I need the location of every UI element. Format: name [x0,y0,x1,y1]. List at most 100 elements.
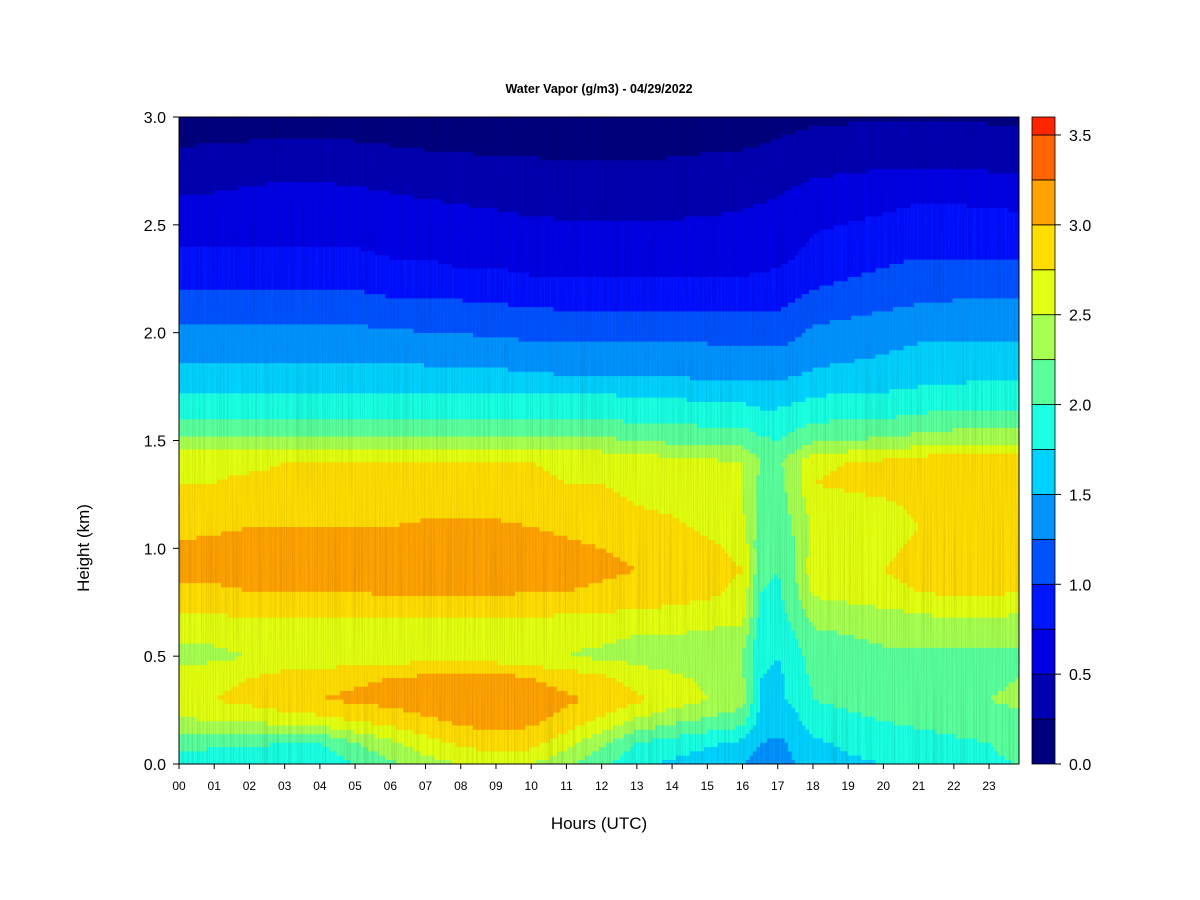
heatmap-cell [742,655,754,661]
heatmap-cell [749,427,796,433]
heatmap-cell [536,759,579,764]
heatmap-cell [917,340,1019,346]
heatmap-cell [795,254,1019,260]
heatmap-cell [473,151,701,157]
heatmap-cell [781,668,806,674]
heatmap-cell [802,483,824,489]
heatmap-cell [882,457,1019,463]
heatmap-cell [564,479,743,484]
heatmap-cell [753,673,764,679]
heatmap-cell [613,737,652,743]
heatmap-cell [966,379,1019,385]
heatmap-cell [1008,681,1019,687]
colorbar-band [1031,673,1056,720]
heatmap-cell [840,746,995,752]
heatmap-cell [756,483,785,489]
heatmap-cell [252,703,379,709]
heatmap-cell [795,129,1019,135]
heatmap-cell [753,591,761,597]
heatmap-cell [179,397,687,402]
heatmap-cell [616,608,747,614]
heatmap [179,117,1019,764]
heatmap-cell [179,733,330,739]
x-tick-label: 17 [771,779,785,793]
heatmap-cell [277,707,404,713]
x-tick-label: 07 [419,779,433,793]
heatmap-cell [742,207,897,213]
heatmap-cell [438,716,547,722]
heatmap-cell [389,142,761,148]
heatmap-cell [795,578,810,584]
heatmap-cell [893,720,1019,726]
heatmap-cell [224,699,344,704]
heatmap-cell [977,737,1019,743]
heatmap-cell [805,500,897,506]
heatmap-cell [179,246,362,252]
heatmap-cell [791,750,848,756]
heatmap-cell [742,491,757,497]
heatmap-cell [410,660,498,666]
heatmap-cell [179,720,267,726]
heatmap-cell [557,474,743,480]
heatmap-cell [805,422,1019,428]
heatmap-cell [935,729,1019,735]
heatmap-cell [760,690,785,696]
heatmap-cell [791,526,810,532]
heatmap-cell [781,582,799,588]
heatmap-cell [413,729,568,735]
heatmap-cell [497,207,743,213]
heatmap-cell [781,263,890,269]
heatmap-cell [753,668,768,674]
heatmap-cell [742,569,750,575]
heatmap-cell [371,591,516,597]
heatmap-cell [179,207,498,213]
heatmap-cell [809,526,918,532]
heatmap-cell [179,673,260,679]
heatmap-cell [508,267,771,273]
heatmap-cell [753,608,761,614]
heatmap-cell [336,664,544,670]
heatmap-cell [242,651,572,657]
heatmap-cell [914,724,1019,730]
heatmap-cell [396,724,474,730]
heatmap-cell [259,673,418,679]
heatmap-cell [179,608,617,614]
heatmap-cell [592,750,624,756]
heatmap-cell [280,668,579,674]
heatmap-cell [613,759,663,764]
colorbar [1031,116,1056,765]
heatmap-cell [833,742,992,748]
heatmap-cell [179,724,330,730]
heatmap-cell [756,556,796,562]
heatmap-cell [620,491,743,497]
heatmap-cell [830,418,1019,424]
heatmap-cell [749,625,757,631]
heatmap-cell [770,138,1019,144]
heatmap-cell [809,539,908,545]
heatmap-cell [742,617,750,622]
heatmap-cell [634,716,701,722]
heatmap-cell [179,159,1019,165]
heatmap-cell [760,466,785,471]
heatmap-cell [753,750,792,756]
heatmap-cell [753,664,771,670]
heatmap-cell [735,573,750,579]
colorbar-band [1031,179,1056,226]
heatmap-cell [854,358,1019,364]
x-tick-label: 12 [595,779,609,793]
heatmap-cell [616,677,694,683]
heatmap-cell [553,306,782,312]
heatmap-cell [802,487,845,493]
heatmap-cell [756,617,789,622]
heatmap-cell [753,586,764,592]
heatmap-cell [508,366,813,372]
heatmap-cell [998,750,1019,756]
y-tick-label: 1.0 [144,541,166,558]
heatmap-cell [823,737,978,743]
heatmap-cell [802,466,838,471]
heatmap-cell [721,543,750,549]
heatmap-cell [179,586,243,592]
heatmap-cell [179,228,820,234]
colorbar-axis: 0.0 0.5 1.0 1.5 2.0 2.5 3.0 3.5 [1055,128,1091,774]
heatmap-cell [672,513,747,519]
